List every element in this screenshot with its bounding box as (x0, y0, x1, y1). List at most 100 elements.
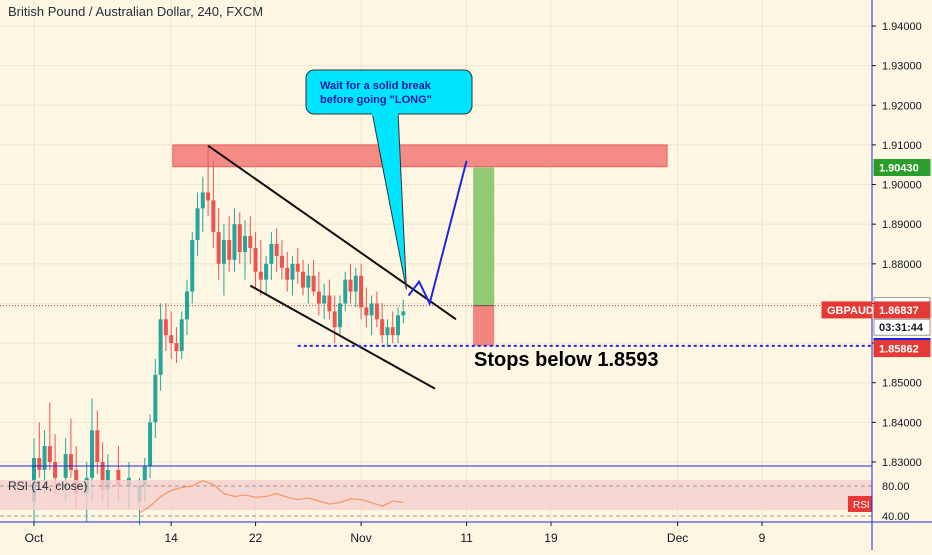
candle-body (295, 263, 300, 272)
callout-text-2: before going "LONG" (320, 94, 432, 106)
drawings-back (0, 144, 872, 346)
chart-title: British Pound / Australian Dollar, 240, … (8, 4, 264, 19)
candle-body (258, 271, 263, 280)
candle-body (53, 462, 58, 478)
candle-body (68, 454, 73, 470)
candle-body (90, 430, 95, 478)
candle-body (322, 295, 327, 304)
rsi-tag-text: RSI (853, 500, 870, 511)
candle-body (206, 192, 211, 201)
y-tick-label: 1.83000 (882, 457, 922, 469)
wedge-upper-line (207, 144, 457, 321)
candle-body (343, 279, 348, 304)
target-box-loss (473, 305, 495, 346)
candle-body (221, 240, 226, 264)
drawings-front: Wait for a solid break before going "LONG… (207, 69, 872, 390)
callout-joint (372, 110, 398, 116)
y-tick-label: 1.94000 (882, 21, 922, 33)
candle-body (353, 275, 358, 292)
candle-body (380, 319, 385, 336)
x-tick-label: 22 (249, 531, 263, 545)
candle-body (174, 343, 179, 352)
candle-body (327, 295, 332, 312)
x-tick-label: Dec (667, 531, 688, 545)
callout-text-1: Wait for a solid break (320, 80, 432, 92)
candle-body (148, 422, 153, 466)
candle-body (332, 311, 337, 328)
price-label-bg (873, 301, 931, 319)
candle-body (306, 275, 311, 288)
price-label-bg (873, 318, 931, 336)
candle-body (32, 458, 36, 502)
stop-annotation: Stops below 1.8593 (474, 349, 659, 371)
price-label-bg (873, 340, 931, 358)
candle-body (195, 208, 200, 241)
y-tick-label: 1.84000 (882, 417, 922, 429)
x-tick-label: Oct (25, 531, 44, 545)
candle-body (374, 303, 379, 320)
candle-body (105, 469, 110, 490)
y-tick-label: 1.90000 (882, 180, 922, 192)
candle-body (348, 279, 353, 292)
candle-body (142, 465, 147, 486)
rsi-tag (848, 496, 872, 512)
candle-body (100, 462, 105, 490)
candle-body (216, 232, 221, 264)
candle-body (316, 291, 321, 304)
candle-body (364, 307, 369, 316)
projection-path (407, 160, 468, 307)
resistance-zone (172, 144, 668, 168)
candle-body (401, 311, 406, 316)
candle-body (279, 255, 284, 268)
y-tick-label: 1.93000 (882, 61, 922, 73)
candles (32, 144, 406, 526)
candle-body (169, 335, 174, 344)
candle-body (274, 244, 279, 256)
candle-body (153, 374, 158, 423)
x-tick-label: 19 (544, 531, 558, 545)
rsi-label: RSI (14, close) (8, 479, 87, 493)
candle-body (190, 240, 195, 292)
candle-body (390, 327, 395, 336)
candle-body (285, 267, 290, 280)
candle-body (232, 224, 237, 260)
x-tick-label: 9 (759, 531, 766, 545)
x-tick-label: 11 (460, 531, 473, 545)
x-tick-label: Nov (350, 531, 371, 545)
y-tick-label: 1.89000 (882, 219, 922, 231)
candle-body (184, 291, 189, 320)
y-tick-label: 1.88000 (882, 259, 922, 271)
candle-body (290, 263, 295, 280)
candle-body (264, 263, 269, 280)
candle-body (47, 446, 52, 462)
candle-body (337, 303, 342, 328)
target-box-profit (473, 167, 495, 306)
candle-body (42, 446, 47, 470)
y-tick-label: 1.91000 (882, 140, 922, 152)
y-tick-label: 1.92000 (882, 100, 922, 112)
rsi-line (139, 480, 404, 514)
callout-box (305, 69, 473, 115)
candle-body (269, 244, 274, 264)
candle-body (359, 275, 364, 308)
wedge-lower-line (249, 284, 436, 390)
candle-body (253, 247, 258, 272)
rsi-band (0, 480, 872, 510)
candle-body (200, 192, 205, 209)
candle-body (95, 430, 100, 462)
candle-body (396, 315, 400, 336)
rsi-pane: RSI (14, close) RSI (0, 465, 872, 517)
candle-body (211, 200, 216, 233)
price-label-bg (873, 159, 931, 177)
candle-body (243, 236, 248, 252)
candle-body (179, 319, 184, 352)
rsi-tick-label: 80.00 (882, 481, 910, 493)
candle-body (158, 319, 163, 375)
candle-body (37, 458, 42, 470)
candle-body (163, 319, 168, 336)
candle-body (116, 469, 121, 486)
price-label: 1.86837 (879, 305, 919, 317)
y-tick-label: 1.85000 (882, 378, 922, 390)
